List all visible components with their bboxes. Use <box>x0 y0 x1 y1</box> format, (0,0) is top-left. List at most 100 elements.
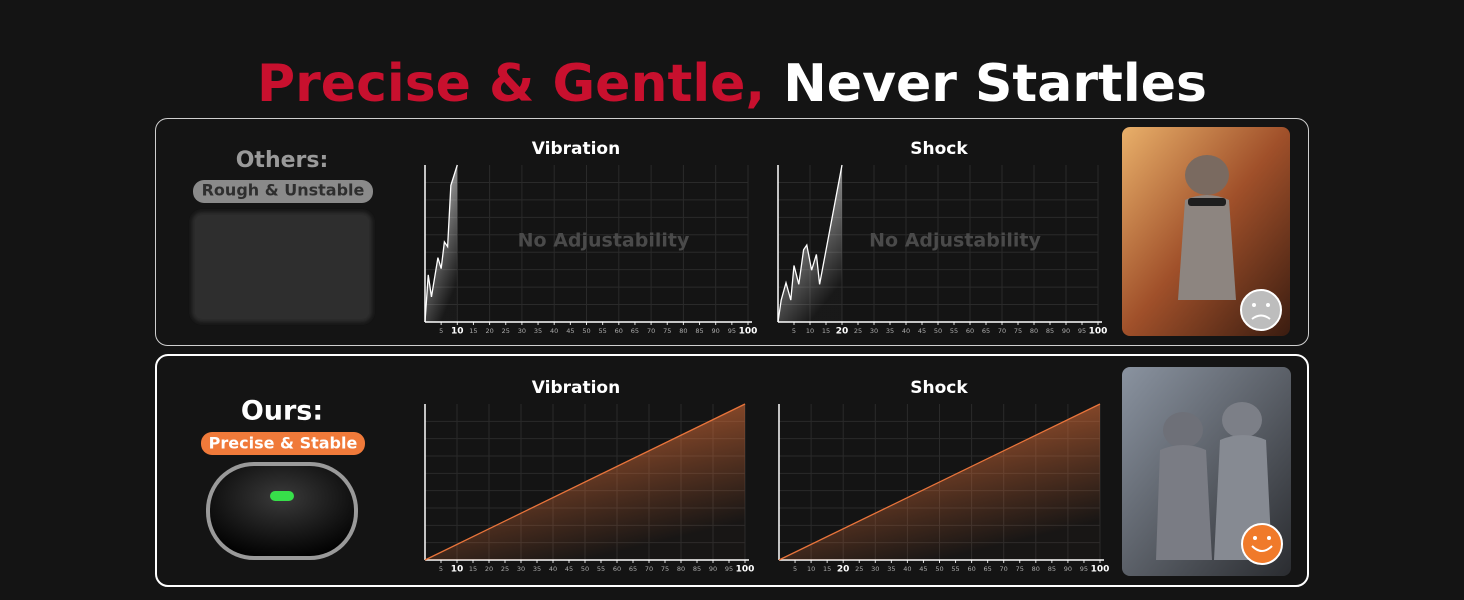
x-tick-label: 85 <box>1048 565 1056 573</box>
x-tick-label: 50 <box>581 565 589 573</box>
x-tick-label: 20 <box>836 327 849 337</box>
x-tick-label: 90 <box>1062 327 1070 335</box>
x-tick-label: 70 <box>998 327 1006 335</box>
x-tick-label: 65 <box>631 327 639 335</box>
badge <box>201 432 365 455</box>
photo-ours <box>1122 367 1291 576</box>
x-tick-label: 40 <box>903 565 911 573</box>
x-tick-label: 10 <box>451 565 464 575</box>
device-blurred <box>192 212 372 322</box>
row-label: Ours: <box>241 396 323 427</box>
x-tick-label: 65 <box>629 565 637 573</box>
x-tick-label: 80 <box>679 327 687 335</box>
x-tick-label: 35 <box>887 565 895 573</box>
x-tick-label: 80 <box>1032 565 1040 573</box>
panel-ours <box>155 354 1309 587</box>
row-label: Others: <box>236 148 329 173</box>
headline: Precise & Gentle, Never Startles <box>257 54 1207 114</box>
x-tick-label: 40 <box>902 327 910 335</box>
x-tick-label: 45 <box>566 327 574 335</box>
x-tick-label: 90 <box>712 327 720 335</box>
x-tick-label: 35 <box>886 327 894 335</box>
line <box>778 403 1101 561</box>
x-tick-label: 5 <box>793 565 797 573</box>
x-tick-label: 70 <box>1000 565 1008 573</box>
x-tick-label: 10 <box>451 327 464 337</box>
x-tick-label: 45 <box>919 565 927 573</box>
line <box>777 164 843 323</box>
x-tick-label: 50 <box>582 327 590 335</box>
badge-text: Precise & Stable <box>209 434 358 453</box>
x-tick-label: 40 <box>549 565 557 573</box>
annotation: No Adjustability <box>518 230 690 252</box>
x-tick-label: 75 <box>663 327 671 335</box>
headline-rest: Never Startles <box>783 54 1207 114</box>
x-tick-label: 25 <box>501 565 509 573</box>
x-tick-label: 70 <box>647 327 655 335</box>
x-tick-label: 35 <box>534 327 542 335</box>
x-tick-label: 65 <box>984 565 992 573</box>
x-tick-label: 65 <box>982 327 990 335</box>
panel-others <box>155 118 1309 346</box>
x-tick-label: 50 <box>934 327 942 335</box>
x-tick-label: 70 <box>645 565 653 573</box>
x-tick-label: 90 <box>709 565 717 573</box>
x-tick-label: 80 <box>1030 327 1038 335</box>
x-tick-label: 60 <box>966 327 974 335</box>
chart-title: Shock <box>910 139 968 159</box>
x-tick-label: 45 <box>565 565 573 573</box>
line <box>424 164 458 323</box>
device <box>206 462 358 560</box>
x-tick-label: 100 <box>1089 327 1108 337</box>
area <box>778 165 842 322</box>
x-tick-label: 55 <box>597 565 605 573</box>
x-tick-label: 15 <box>823 565 831 573</box>
x-tick-label: 15 <box>469 565 477 573</box>
x-tick-label: 100 <box>1091 565 1110 575</box>
x-tick-label: 95 <box>1080 565 1088 573</box>
x-tick-label: 55 <box>950 327 958 335</box>
badge-text: Rough & Unstable <box>202 181 365 200</box>
x-tick-label: 5 <box>439 327 443 335</box>
x-tick-label: 30 <box>871 565 879 573</box>
x-tick-label: 10 <box>807 565 815 573</box>
chart-title: Vibration <box>532 139 620 159</box>
x-tick-label: 20 <box>485 327 493 335</box>
x-tick-label: 25 <box>855 565 863 573</box>
x-tick-label: 75 <box>1014 327 1022 335</box>
x-tick-label: 60 <box>615 327 623 335</box>
area <box>425 165 458 322</box>
x-tick-label: 95 <box>728 327 736 335</box>
chart-title: Vibration <box>532 378 620 398</box>
line <box>424 403 746 561</box>
x-tick-label: 50 <box>935 565 943 573</box>
x-tick-label: 85 <box>695 327 703 335</box>
x-tick-label: 85 <box>693 565 701 573</box>
photo-others <box>1122 127 1290 336</box>
x-tick-label: 5 <box>439 565 443 573</box>
x-tick-label: 90 <box>1064 565 1072 573</box>
annotation: No Adjustability <box>869 230 1041 252</box>
x-tick-label: 60 <box>967 565 975 573</box>
x-tick-label: 10 <box>806 327 814 335</box>
x-tick-label: 25 <box>854 327 862 335</box>
x-tick-label: 35 <box>533 565 541 573</box>
x-tick-label: 30 <box>518 327 526 335</box>
x-tick-label: 95 <box>725 565 733 573</box>
x-tick-label: 60 <box>613 565 621 573</box>
x-tick-label: 45 <box>918 327 926 335</box>
x-tick-label: 20 <box>837 565 850 575</box>
x-tick-label: 55 <box>599 327 607 335</box>
x-tick-label: 30 <box>870 327 878 335</box>
x-tick-label: 80 <box>677 565 685 573</box>
x-tick-label: 30 <box>517 565 525 573</box>
x-tick-label: 15 <box>469 327 477 335</box>
x-tick-label: 75 <box>1016 565 1024 573</box>
x-tick-label: 40 <box>550 327 558 335</box>
x-tick-label: 25 <box>502 327 510 335</box>
x-tick-label: 5 <box>792 327 796 335</box>
x-tick-label: 75 <box>661 565 669 573</box>
x-tick-label: 95 <box>1078 327 1086 335</box>
